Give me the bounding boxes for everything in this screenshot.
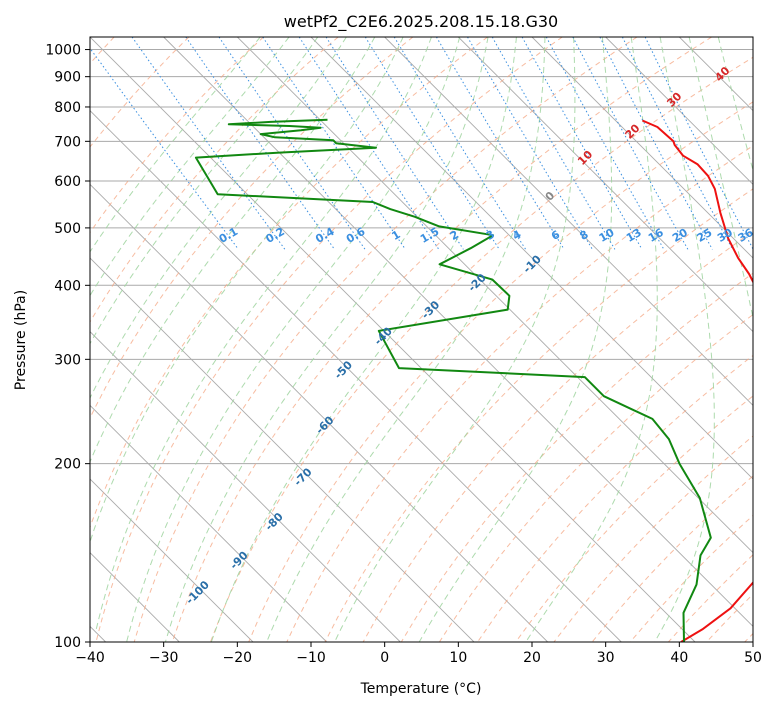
- mixing-ratio-line: [467, 37, 593, 250]
- isotherm-gridline: [90, 257, 475, 642]
- x-tick-label: 40: [670, 650, 688, 666]
- x-tick-label: 30: [597, 650, 615, 666]
- x-tick-label: −30: [149, 650, 179, 666]
- moist-adiabat: [210, 37, 517, 642]
- mixing-ratio-line: [90, 47, 239, 250]
- x-tick-label: 0: [380, 650, 389, 666]
- moist-adiabat: [126, 37, 461, 642]
- mixing-ratio-line: [435, 37, 565, 250]
- y-tick-label: 200: [54, 457, 81, 473]
- mixing-ratio-line: [545, 37, 665, 250]
- dry-adiabat: [438, 313, 753, 642]
- y-tick-label: 800: [54, 100, 81, 116]
- moist-adiabat: [654, 37, 715, 642]
- x-tick-label: −10: [296, 650, 326, 666]
- moist-adiabat: [90, 37, 376, 464]
- mixing-ratio-line: [325, 37, 464, 250]
- isotherm-gridline: [90, 110, 622, 642]
- moist-adiabat: [90, 37, 347, 400]
- y-tick-label: 1000: [45, 43, 81, 59]
- moist-adiabat: [90, 37, 261, 253]
- sounding-curves: [194, 118, 753, 642]
- moist-adiabat: [95, 37, 432, 630]
- isotherm-gridline: [90, 37, 696, 642]
- y-tick-label: 500: [54, 221, 81, 237]
- isotherm-gridline: [605, 37, 753, 185]
- dry-adiabat: [90, 37, 488, 529]
- moist-adiabat: [90, 37, 404, 544]
- dry-adiabat: [286, 145, 753, 642]
- moist-adiabat: [688, 37, 753, 321]
- y-tick-label: 900: [54, 70, 81, 86]
- y-tick-label: 600: [54, 174, 81, 190]
- x-tick-label: 50: [744, 650, 762, 666]
- moist-adiabat: [525, 37, 658, 642]
- chart-title: wetPf2_C2E6.2025.208.15.18.G30: [284, 12, 558, 32]
- dry-adiabat: [90, 37, 339, 323]
- axis-ticks: −40 −30 −20 −10 0 10 20 30 40 50 100 200 300 400 500 60…: [45, 43, 762, 666]
- moist-adiabat: [164, 37, 489, 642]
- isotherm-gridline: [531, 37, 753, 259]
- y-axis-label: Pressure (hPa): [13, 290, 29, 390]
- y-tick-label: 700: [54, 134, 81, 150]
- dry-adiabat: [171, 37, 712, 642]
- dry-adiabat: [210, 56, 753, 642]
- mixing-ratio-line: [599, 37, 713, 250]
- mixing-ratio-line: [644, 37, 753, 250]
- isotherm-gridline: [90, 404, 327, 642]
- background-lines: [90, 37, 753, 642]
- x-tick-label: −40: [75, 650, 105, 666]
- isotherm-gridline: [237, 37, 753, 554]
- y-tick-label: 100: [54, 635, 81, 651]
- mixing-ratio-line: [298, 37, 440, 250]
- moist-adiabat: [418, 37, 613, 642]
- x-tick-label: −20: [223, 650, 253, 666]
- isotherm-gridline: [90, 183, 548, 642]
- dry-adiabat: [95, 37, 563, 642]
- y-tick-label: 300: [54, 352, 81, 368]
- mixing-ratio-line: [621, 37, 734, 250]
- dry-adiabat: [90, 37, 190, 148]
- dry-adiabat: [90, 37, 264, 234]
- isotherm-gridline: [384, 37, 753, 406]
- x-axis-label: Temperature (°C): [360, 681, 482, 697]
- moist-adiabat: [266, 37, 546, 642]
- mixing-ratio-line: [491, 37, 616, 250]
- y-tick-label: 400: [54, 278, 81, 294]
- mixing-ratio-line: [572, 37, 689, 250]
- moist-adiabat: [90, 37, 319, 345]
- dewpoint-line: [194, 118, 712, 642]
- isotherm-gridline: [90, 331, 401, 642]
- isotherm-gridline: [458, 37, 753, 333]
- mixing-ratio-line: [521, 37, 643, 250]
- temperature-line: [642, 119, 753, 642]
- moist-adiabat: [90, 37, 290, 297]
- x-tick-label: 20: [523, 650, 541, 666]
- dry-adiabat: [90, 37, 414, 420]
- mixing-ratio-line: [131, 37, 286, 250]
- dry-adiabat: [248, 101, 753, 642]
- x-tick-label: 10: [449, 650, 467, 666]
- isotherm-gridline: [90, 478, 254, 642]
- plot-frame: [89, 36, 754, 643]
- isotherm-gridline: [163, 37, 753, 627]
- moist-adiabat: [334, 37, 576, 642]
- moist-adiabat: [717, 37, 753, 173]
- dry-adiabat: [515, 395, 753, 642]
- dry-adiabat: [400, 272, 753, 642]
